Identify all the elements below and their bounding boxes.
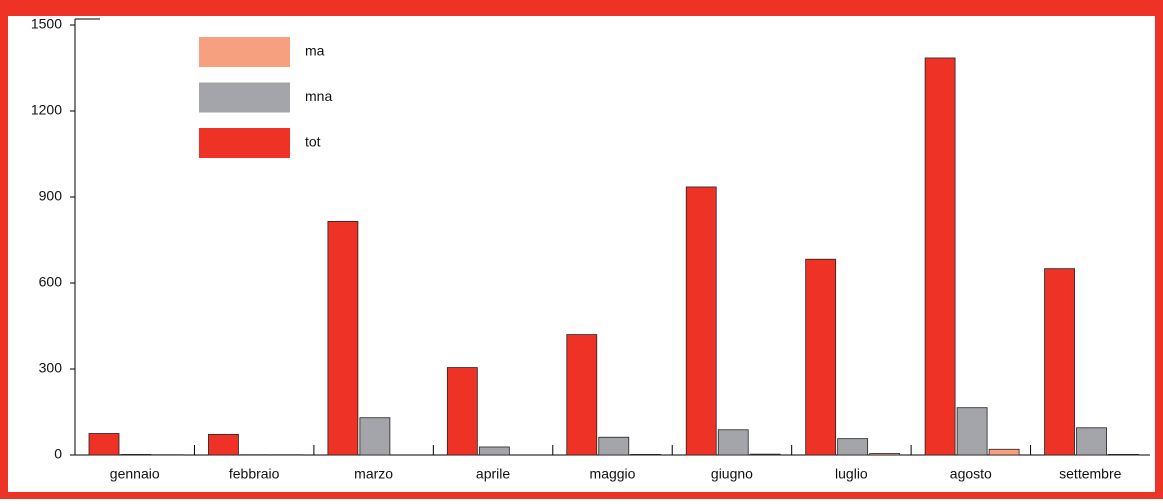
bar [121,454,151,455]
legend-label: tot [305,134,321,150]
x-tick-label: giugno [711,466,753,482]
y-tick-label: 600 [39,274,63,290]
bar [1109,454,1139,455]
y-tick-label: 0 [54,446,62,462]
bar [686,187,716,455]
bar [1045,269,1075,455]
legend-label: ma [305,43,325,59]
bar [599,437,629,455]
x-tick-label: febbraio [229,466,280,482]
legend-swatch [199,128,290,158]
bar [328,221,358,455]
bar [989,449,1019,455]
bar [750,454,780,455]
x-tick-label: gennaio [110,466,160,482]
bar [447,368,477,455]
y-tick-label: 1200 [31,102,62,118]
x-tick-label: marzo [354,466,393,482]
x-tick-label: luglio [835,466,868,482]
legend-label: mna [305,88,332,104]
bar [479,447,509,455]
legend-swatch [199,83,290,113]
bar [631,454,661,455]
x-tick-label: agosto [950,466,992,482]
bar [806,259,836,455]
legend-swatch [199,37,290,67]
x-tick-label: maggio [590,466,636,482]
y-tick-label: 300 [39,360,63,376]
x-tick-label: aprile [476,466,510,482]
bar [718,430,748,455]
bar [208,434,238,455]
bar [838,439,868,455]
bar [870,454,900,455]
bar [89,434,119,456]
x-tick-label: settembre [1059,466,1121,482]
bar [1077,428,1107,455]
bar [567,335,597,455]
y-tick-label: 1500 [31,16,62,32]
bar [957,408,987,455]
bar [360,418,390,455]
bar [925,58,955,455]
y-tick-label: 900 [39,188,63,204]
